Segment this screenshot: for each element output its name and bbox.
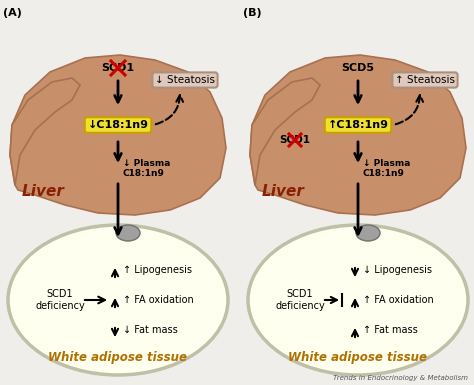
Polygon shape [10, 55, 226, 215]
Text: ↓ Lipogenesis: ↓ Lipogenesis [363, 265, 432, 275]
Text: ↑ Lipogenesis: ↑ Lipogenesis [123, 265, 192, 275]
Text: Trends in Endocrinology & Metabolism: Trends in Endocrinology & Metabolism [333, 375, 468, 381]
Text: SCD1
deficiency: SCD1 deficiency [35, 289, 85, 311]
Text: Liver: Liver [262, 184, 305, 199]
Ellipse shape [116, 225, 140, 241]
Polygon shape [10, 78, 80, 185]
Text: SCD5: SCD5 [341, 63, 374, 73]
Text: ↓ Plasma: ↓ Plasma [363, 159, 410, 167]
Text: ↑ Steatosis: ↑ Steatosis [395, 75, 455, 85]
Text: C18:1n9: C18:1n9 [123, 169, 165, 177]
Text: ↑C18:1n9: ↑C18:1n9 [328, 120, 389, 130]
Ellipse shape [248, 225, 468, 375]
Text: ↓ Steatosis: ↓ Steatosis [155, 75, 215, 85]
Text: ↓ Plasma: ↓ Plasma [123, 159, 170, 167]
Text: C18:1n9: C18:1n9 [363, 169, 405, 177]
Text: ↑ FA oxidation: ↑ FA oxidation [363, 295, 434, 305]
Text: SCD1
deficiency: SCD1 deficiency [275, 289, 325, 311]
Text: (B): (B) [243, 8, 262, 18]
Text: Liver: Liver [22, 184, 65, 199]
Text: ↑ FA oxidation: ↑ FA oxidation [123, 295, 194, 305]
Text: White adipose tissue: White adipose tissue [289, 352, 428, 365]
Text: ↓C18:1n9: ↓C18:1n9 [88, 120, 148, 130]
Text: White adipose tissue: White adipose tissue [48, 352, 188, 365]
Ellipse shape [356, 225, 380, 241]
Ellipse shape [8, 225, 228, 375]
Polygon shape [250, 78, 320, 185]
Text: SCD1: SCD1 [280, 135, 310, 145]
Text: SCD1: SCD1 [101, 63, 135, 73]
Text: ↑ Fat mass: ↑ Fat mass [363, 325, 418, 335]
Text: ↓ Fat mass: ↓ Fat mass [123, 325, 178, 335]
Text: (A): (A) [3, 8, 22, 18]
Polygon shape [250, 55, 466, 215]
